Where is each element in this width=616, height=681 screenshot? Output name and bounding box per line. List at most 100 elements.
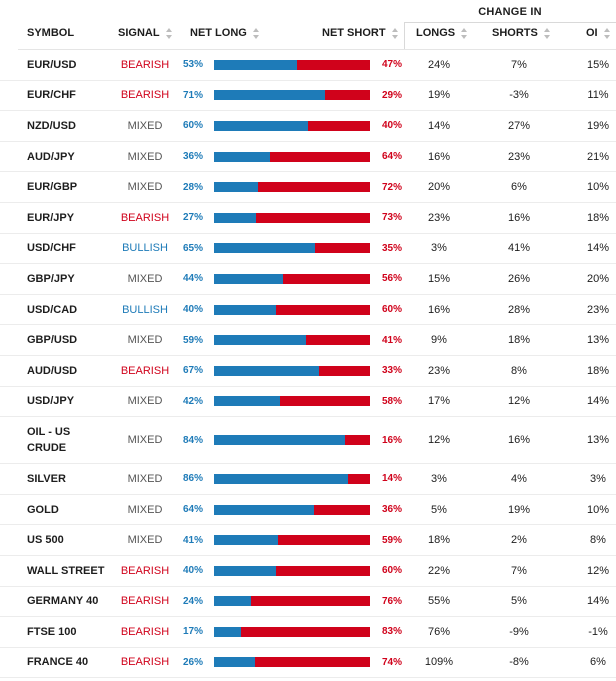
table-row[interactable]: NZD/USD MIXED 60% 40% 14% 27% 19% [0, 111, 616, 142]
symbol-label[interactable]: USD/CAD [27, 303, 78, 316]
symbol-cell[interactable]: OIL - US CRUDE [27, 417, 111, 463]
sort-icon[interactable] [461, 27, 468, 39]
longs-change-value: 23% [427, 211, 451, 224]
symbol-label[interactable]: US 500 [27, 534, 64, 547]
net-long-column-header[interactable]: NET LONG [190, 27, 260, 39]
table-row[interactable]: WALL STREET BEARISH 40% 60% 22% 7% 12% [0, 556, 616, 587]
signal-cell: MIXED [104, 325, 186, 355]
symbol-cell[interactable]: WALL STREET [27, 556, 111, 586]
net-short-column-header[interactable]: NET SHORT [322, 27, 399, 39]
symbol-cell[interactable]: FTSE 100 [27, 617, 111, 647]
table-row[interactable]: EUR/CHF BEARISH 71% 29% 19% -3% 11% [0, 81, 616, 112]
symbol-cell[interactable]: EUR/CHF [27, 81, 111, 111]
table-row[interactable]: USD/CAD BULLISH 40% 60% 16% 28% 23% [0, 295, 616, 326]
signal-header-label: SIGNAL [118, 27, 160, 39]
net-long-cell: 71% [170, 81, 203, 111]
sort-icon[interactable] [543, 27, 551, 39]
table-row[interactable]: GBP/USD MIXED 59% 41% 9% 18% 13% [0, 325, 616, 356]
net-short-value: 41% [381, 334, 402, 346]
symbol-cell[interactable]: USD/CHF [27, 234, 111, 264]
longs-change-value: 55% [427, 595, 451, 608]
shorts-change-cell: 2% [478, 525, 560, 555]
symbol-label[interactable]: GBP/USD [27, 334, 78, 347]
symbol-label[interactable]: USD/JPY [27, 395, 75, 408]
longs-column-header[interactable]: LONGS [416, 27, 468, 39]
table-row[interactable]: FRANCE 40 BEARISH 26% 74% 109% -8% 6% [0, 648, 616, 679]
longs-change-value: 16% [427, 150, 451, 163]
net-short-value: 74% [381, 656, 402, 668]
sort-icon[interactable] [603, 27, 611, 39]
symbol-label[interactable]: EUR/USD [27, 58, 77, 71]
table-row[interactable]: EUR/USD BEARISH 53% 47% 24% 7% 15% [0, 50, 616, 81]
table-row[interactable]: US 500 MIXED 41% 59% 18% 2% 8% [0, 525, 616, 556]
symbol-label[interactable]: WALL STREET [27, 564, 105, 577]
table-row[interactable]: GERMANY 40 BEARISH 24% 76% 55% 5% 14% [0, 587, 616, 618]
symbol-label[interactable]: SILVER [27, 472, 66, 485]
net-long-bar [214, 565, 277, 576]
sort-icon[interactable] [252, 27, 260, 39]
net-long-bar [214, 365, 319, 376]
symbol-cell[interactable]: SILVER [27, 464, 111, 494]
symbol-label[interactable]: FTSE 100 [27, 625, 77, 638]
symbol-cell[interactable]: GBP/JPY [27, 264, 111, 294]
net-long-value: 71% [182, 89, 203, 101]
table-row[interactable]: GBP/JPY MIXED 44% 56% 15% 26% 20% [0, 264, 616, 295]
symbol-label[interactable]: OIL - US CRUDE [27, 426, 71, 455]
table-row[interactable]: USD/CHF BULLISH 65% 35% 3% 41% 14% [0, 234, 616, 265]
table-row[interactable]: USD/JPY MIXED 42% 58% 17% 12% 14% [0, 387, 616, 418]
longs-change-value: 12% [427, 434, 451, 447]
symbol-label[interactable]: AUD/JPY [27, 150, 75, 163]
table-row[interactable]: AUD/USD BEARISH 67% 33% 23% 8% 18% [0, 356, 616, 387]
symbol-label[interactable]: EUR/GBP [27, 181, 78, 194]
sort-icon[interactable] [165, 27, 173, 39]
net-short-bar [276, 565, 370, 576]
shorts-column-header[interactable]: SHORTS [492, 27, 551, 39]
symbol-label[interactable]: AUD/USD [27, 364, 78, 377]
symbol-cell[interactable]: EUR/GBP [27, 172, 111, 202]
net-short-value: 47% [381, 59, 402, 71]
signal-column-header[interactable]: SIGNAL [118, 27, 173, 39]
symbol-label[interactable]: GOLD [27, 503, 59, 516]
net-short-value: 29% [381, 89, 402, 101]
symbol-label[interactable]: USD/CHF [27, 242, 76, 255]
symbol-cell[interactable]: EUR/JPY [27, 203, 111, 233]
net-short-value: 35% [381, 242, 402, 254]
table-row[interactable]: GOLD MIXED 64% 36% 5% 19% 10% [0, 495, 616, 526]
symbol-cell[interactable]: AUD/USD [27, 356, 111, 386]
symbol-cell[interactable]: AUD/JPY [27, 142, 111, 172]
symbol-cell[interactable]: US 500 [27, 525, 111, 555]
symbol-label[interactable]: FRANCE 40 [27, 656, 89, 669]
table-row[interactable]: OIL - US CRUDE MIXED 84% 16% 12% 16% 13% [0, 417, 616, 465]
column-divider [404, 22, 405, 50]
net-short-cell: 83% [372, 617, 402, 647]
net-long-value: 26% [182, 656, 203, 668]
signal-cell: BEARISH [104, 648, 186, 678]
table-row[interactable]: FTSE 100 BEARISH 17% 83% 76% -9% -1% [0, 617, 616, 648]
symbol-label[interactable]: GBP/JPY [27, 272, 75, 285]
symbol-label[interactable]: NZD/USD [27, 119, 76, 132]
symbol-cell[interactable]: FRANCE 40 [27, 648, 111, 678]
sort-icon[interactable] [391, 27, 399, 39]
signal-cell: MIXED [104, 525, 186, 555]
symbol-label[interactable]: GERMANY 40 [27, 595, 99, 608]
symbol-cell[interactable]: USD/CAD [27, 295, 111, 325]
symbol-cell[interactable]: USD/JPY [27, 387, 111, 417]
symbol-label[interactable]: EUR/CHF [27, 89, 76, 102]
symbol-cell[interactable]: GBP/USD [27, 325, 111, 355]
symbol-cell[interactable]: EUR/USD [27, 50, 111, 80]
signal-label: BULLISH [122, 303, 168, 316]
symbol-cell[interactable]: NZD/USD [27, 111, 111, 141]
symbol-label[interactable]: EUR/JPY [27, 211, 75, 224]
symbol-cell[interactable]: GOLD [27, 495, 111, 525]
table-row[interactable]: SILVER MIXED 86% 14% 3% 4% 3% [0, 464, 616, 495]
signal-label: MIXED [127, 534, 163, 547]
symbol-cell[interactable]: GERMANY 40 [27, 587, 111, 617]
longs-change-cell: 55% [404, 587, 474, 617]
net-short-cell: 73% [372, 203, 402, 233]
table-row[interactable]: AUD/JPY MIXED 36% 64% 16% 23% 21% [0, 142, 616, 173]
table-row[interactable]: EUR/JPY BEARISH 27% 73% 23% 16% 18% [0, 203, 616, 234]
table-row[interactable]: EUR/GBP MIXED 28% 72% 20% 6% 10% [0, 172, 616, 203]
oi-change-value: 18% [586, 211, 610, 224]
net-short-value: 59% [381, 534, 402, 546]
oi-column-header[interactable]: OI [586, 27, 611, 39]
